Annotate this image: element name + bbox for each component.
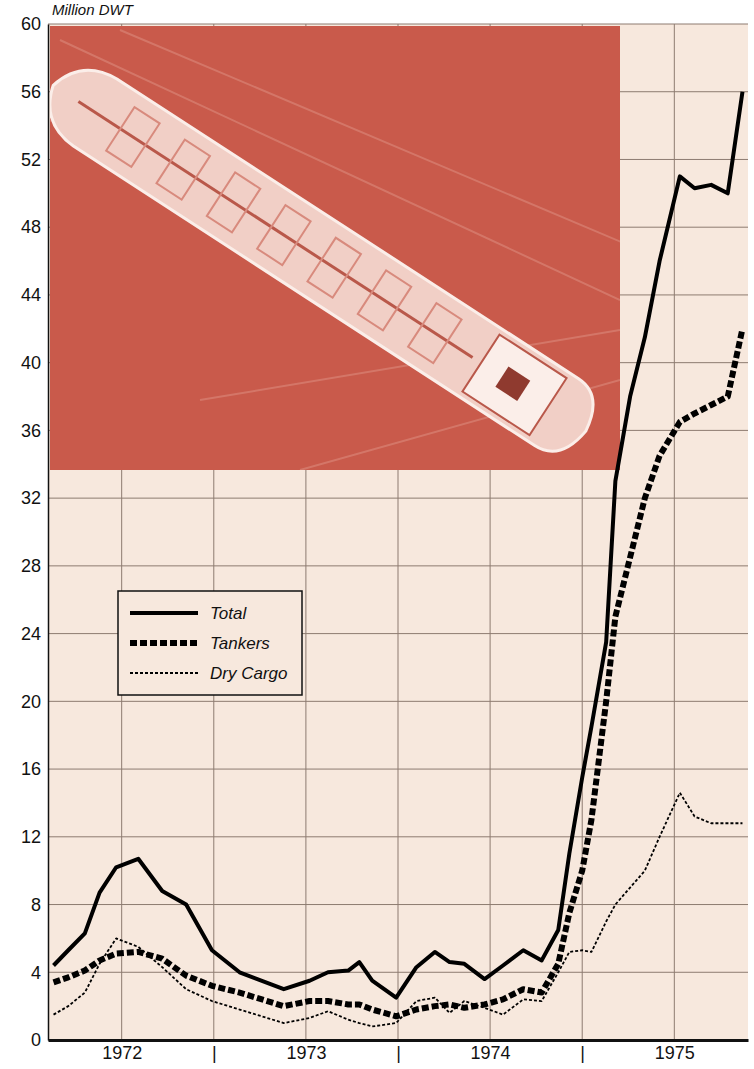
photo-hatch bbox=[408, 303, 461, 363]
tick-label: 48 bbox=[21, 217, 41, 237]
y-axis: 04812162024283236404448525660 bbox=[21, 14, 49, 1050]
chart: 048121620242832364044485256601972|1973|1… bbox=[0, 0, 754, 1069]
photo-hatch bbox=[257, 205, 310, 265]
photo-hatch bbox=[156, 140, 209, 200]
y-axis-line bbox=[48, 25, 50, 1041]
photo-deck-line bbox=[78, 102, 472, 358]
tick-label: 16 bbox=[21, 759, 41, 779]
tick-label: 0 bbox=[31, 1030, 41, 1050]
tick-label: 1974 bbox=[471, 1043, 511, 1063]
tick-label: | bbox=[212, 1043, 217, 1063]
legend-box bbox=[118, 591, 302, 695]
tick: | bbox=[396, 1040, 401, 1063]
legend-swatch bbox=[130, 640, 198, 646]
tick: 24 bbox=[21, 624, 48, 644]
tick-label: 1972 bbox=[102, 1043, 142, 1063]
tick-label: 1975 bbox=[655, 1043, 695, 1063]
legend-swatch bbox=[130, 611, 198, 615]
tick: | bbox=[212, 1040, 217, 1063]
tick-label: 4 bbox=[31, 963, 41, 983]
series-line bbox=[54, 329, 743, 1016]
tick: 4 bbox=[31, 963, 48, 983]
tick: 56 bbox=[21, 82, 48, 102]
photo bbox=[50, 26, 620, 470]
tick-label: 12 bbox=[21, 827, 41, 847]
tick: 1974 bbox=[471, 1040, 511, 1063]
tick-label: 1973 bbox=[286, 1043, 326, 1063]
tick-label: | bbox=[580, 1043, 585, 1063]
tick: 12 bbox=[21, 827, 48, 847]
grid-line bbox=[48, 1040, 748, 1041]
tick: 20 bbox=[21, 692, 48, 712]
legend-label: Dry Cargo bbox=[210, 664, 287, 683]
tick-label: 44 bbox=[21, 285, 41, 305]
x-axis: 1972 | 1973 | 1974 | 1975 bbox=[49, 1040, 749, 1063]
tick-label: 20 bbox=[21, 692, 41, 712]
tick-label: 52 bbox=[21, 150, 41, 170]
tick-label: 56 bbox=[21, 82, 41, 102]
tick: 8 bbox=[31, 895, 48, 915]
tick: 48 bbox=[21, 217, 48, 237]
tick: 28 bbox=[21, 556, 48, 576]
tick: 40 bbox=[21, 353, 48, 373]
tick: 32 bbox=[21, 488, 48, 508]
photo-hatch bbox=[307, 238, 360, 298]
tick: 1973 bbox=[286, 1040, 326, 1063]
tick-label: 60 bbox=[21, 14, 41, 34]
axis-title: Million DWT bbox=[52, 1, 135, 18]
series-lines bbox=[54, 92, 743, 1027]
tick-label: 24 bbox=[21, 624, 41, 644]
tick: 1972 bbox=[102, 1040, 142, 1063]
tick-label: 32 bbox=[21, 488, 41, 508]
tick: 1975 bbox=[655, 1040, 695, 1063]
tick-label: 40 bbox=[21, 353, 41, 373]
x-axis-line bbox=[49, 1039, 749, 1042]
tick-label: 8 bbox=[31, 895, 41, 915]
legend-label: Tankers bbox=[210, 634, 270, 653]
photo-ship bbox=[50, 52, 608, 465]
tick: 44 bbox=[21, 285, 48, 305]
legend: Total Tankers Dry Cargo bbox=[118, 591, 302, 695]
photo-superstructure bbox=[462, 335, 566, 436]
legend-label: Total bbox=[210, 604, 247, 623]
tick-label: | bbox=[396, 1043, 401, 1063]
tick: | bbox=[580, 1040, 585, 1063]
tick: 16 bbox=[21, 759, 48, 779]
legend-swatch bbox=[130, 672, 198, 674]
photo-hatch bbox=[207, 172, 260, 232]
photo-hull bbox=[50, 52, 608, 465]
tick: 52 bbox=[21, 150, 48, 170]
series-line bbox=[54, 92, 743, 998]
tick: 0 bbox=[31, 1030, 48, 1050]
photo-hatch bbox=[358, 270, 411, 330]
photo-funnel bbox=[495, 367, 530, 401]
photo-hatch bbox=[106, 107, 159, 167]
tick: 36 bbox=[21, 421, 48, 441]
tick-label: 28 bbox=[21, 556, 41, 576]
tick: 60 bbox=[21, 14, 48, 34]
grid-line bbox=[674, 24, 675, 1040]
tick-label: 36 bbox=[21, 421, 41, 441]
